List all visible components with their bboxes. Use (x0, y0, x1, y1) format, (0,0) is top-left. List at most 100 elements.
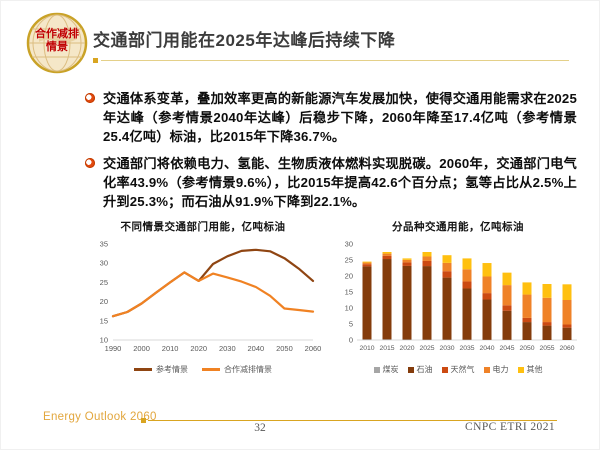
bar-segment-电力 (542, 297, 552, 323)
bar-segment-其他 (382, 252, 392, 254)
bar-segment-电力 (402, 259, 412, 263)
x-tick-label: 2015 (379, 345, 394, 352)
y-tick-label: 30 (100, 259, 108, 268)
series-line-1 (111, 271, 315, 318)
x-tick-label: 2060 (305, 344, 321, 353)
footer-gold-rule (148, 420, 557, 421)
bar-segment-其他 (442, 255, 452, 263)
bullet-icon (85, 93, 95, 103)
bar-segment-天然气 (562, 324, 572, 328)
y-tick-label: 30 (345, 240, 353, 249)
logo-line2: 情景 (46, 41, 68, 53)
legend-square-swatch (483, 366, 490, 373)
bar-segment-电力 (482, 276, 492, 294)
bar-segment-石油 (382, 259, 392, 340)
x-tick-label: 2035 (459, 345, 474, 352)
bar-segment-天然气 (522, 317, 532, 323)
legend-label: 合作减排情景 (224, 365, 272, 374)
y-tick-label: 20 (100, 297, 108, 306)
legend-label: 石油 (416, 365, 433, 374)
bar-segment-其他 (462, 258, 472, 270)
legend-square-swatch (407, 366, 414, 373)
x-tick-label: 2040 (248, 344, 265, 353)
bar-segment-电力 (362, 262, 372, 265)
bar-segment-天然气 (442, 271, 452, 278)
bar-segment-石油 (482, 299, 492, 340)
x-tick-label: 2010 (359, 345, 374, 352)
bar-segment-天然气 (502, 305, 512, 311)
bar-segment-其他 (502, 272, 512, 286)
x-tick-label: 2040 (479, 345, 494, 352)
bar-segment-石油 (502, 310, 512, 340)
bar-segment-天然气 (482, 293, 492, 300)
globe-icon (26, 12, 88, 74)
x-tick-label: 2045 (499, 345, 514, 352)
legend-label: 天然气 (450, 365, 475, 374)
title-underline (93, 58, 569, 63)
gold-square (93, 58, 98, 63)
bar-segment-其他 (562, 284, 572, 300)
x-tick-label: 2050 (276, 344, 293, 353)
bar-segment-电力 (462, 269, 472, 282)
x-tick-label: 2000 (133, 344, 150, 353)
bar-segment-石油 (362, 266, 372, 340)
legend-item: 天然气 (441, 364, 475, 375)
line-chart-title: 不同情景交通部门用能，亿吨标油 (120, 221, 286, 233)
legend-label: 电力 (492, 365, 509, 374)
gold-rule (101, 60, 569, 61)
bar-segment-电力 (382, 253, 392, 256)
bar-segment-石油 (442, 277, 452, 340)
legend-item: 石油 (407, 364, 433, 375)
bar-segment-天然气 (382, 255, 392, 260)
legend-label: 参考情景 (156, 365, 188, 374)
bar-segment-天然气 (422, 260, 432, 267)
bar-segment-其他 (522, 282, 532, 295)
y-tick-label: 5 (349, 320, 353, 329)
x-tick-label: 2060 (559, 345, 574, 352)
bar-segment-石油 (422, 266, 432, 340)
x-tick-label: 2055 (539, 345, 554, 352)
legend-label: 煤炭 (382, 365, 399, 374)
y-tick-label: 15 (345, 288, 353, 297)
bar-segment-其他 (422, 252, 432, 257)
bar-segment-其他 (482, 263, 492, 277)
bullet-item: 交通体系变革，叠加效率更高的新能源汽车发展加快，使得交通用能需求在2025年达峰… (85, 89, 577, 146)
bar-segment-煤炭 (362, 339, 372, 340)
legend-item: 电力 (483, 364, 509, 375)
y-tick-label: 0 (349, 336, 353, 345)
legend-item: 合作减排情景 (202, 364, 272, 375)
page-title: 交通部门用能在2025年达峰后持续下降 (93, 31, 396, 50)
y-tick-label: 10 (345, 304, 353, 313)
x-tick-label: 1990 (105, 344, 122, 353)
legend-label: 其他 (526, 365, 543, 374)
bar-segment-石油 (542, 325, 552, 340)
legend-item: 参考情景 (134, 364, 188, 375)
x-tick-label: 2025 (419, 345, 434, 352)
legend-square-swatch (373, 366, 380, 373)
bar-segment-其他 (362, 261, 372, 263)
x-tick-label: 2020 (190, 344, 207, 353)
page-number: 32 (254, 422, 266, 434)
bar-segment-电力 (422, 256, 432, 261)
logo-line1: 合作减排 (35, 28, 79, 40)
bar-chart: 分品种交通用能，亿吨标油 0 5 10 15 20 25 30 2010 2015 2020 202… (335, 217, 581, 375)
bar-segment-电力 (502, 285, 512, 306)
footer-report-name: Energy Outlook 2060 (43, 411, 157, 423)
bar-segment-天然气 (402, 262, 412, 266)
bar-segment-电力 (562, 300, 572, 325)
bullet-list: 交通体系变革，叠加效率更高的新能源汽车发展加快，使得交通用能需求在2025年达峰… (85, 89, 577, 211)
line-chart-canvas: 10 15 20 25 30 35 1990 2000 2010 2020 2030 2040 2050… (100, 240, 321, 354)
bar-segment-石油 (562, 327, 572, 340)
footer-org: CNPC ETRI 2021 (465, 421, 555, 433)
bar-segment-电力 (442, 262, 452, 272)
logo-text: 合作减排 情景 (25, 28, 89, 54)
bullet-icon (85, 158, 95, 168)
bullet-item: 交通部门将依赖电力、氢能、生物质液体燃料实现脱碳。2060年，交通部门电气化率4… (85, 154, 577, 211)
legend-line-swatch (134, 368, 152, 371)
y-tick-label: 10 (100, 336, 108, 345)
x-tick-label: 2020 (399, 345, 414, 352)
charts-row: 不同情景交通部门用能，亿吨标油 10 15 20 25 30 35 1990 2000 2010… (85, 217, 581, 375)
header: 交通部门用能在2025年达峰后持续下降 (93, 26, 569, 63)
legend-square-swatch (441, 366, 448, 373)
